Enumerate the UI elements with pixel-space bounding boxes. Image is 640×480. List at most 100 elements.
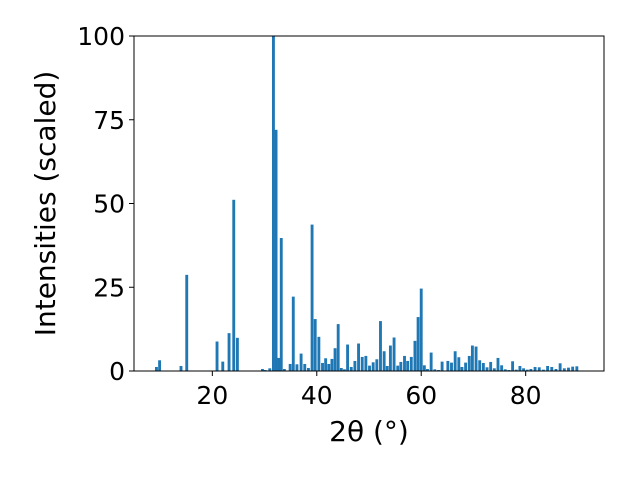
bar xyxy=(470,345,474,371)
bar xyxy=(277,357,281,371)
x-tick-label: 80 xyxy=(510,381,542,410)
bar xyxy=(537,367,541,371)
bar xyxy=(429,352,433,371)
bar xyxy=(460,366,464,371)
bars-group xyxy=(155,36,579,372)
bar xyxy=(422,365,426,371)
bar xyxy=(474,346,478,371)
bar xyxy=(215,341,219,371)
bar xyxy=(227,333,231,371)
bar xyxy=(371,362,375,371)
bar xyxy=(496,357,500,371)
bar xyxy=(336,324,340,371)
bar xyxy=(317,336,321,371)
x-axis: 20 40 60 80 xyxy=(196,371,542,410)
bar xyxy=(274,129,278,371)
bar xyxy=(446,360,450,371)
bar xyxy=(364,355,368,371)
bar xyxy=(467,355,471,371)
bar xyxy=(179,365,183,371)
bar xyxy=(368,365,371,371)
bar xyxy=(426,368,429,371)
bar xyxy=(464,362,468,372)
y-tick-label: 25 xyxy=(93,273,125,302)
bar xyxy=(279,238,283,371)
bar xyxy=(299,353,303,371)
bar xyxy=(321,362,324,371)
bar xyxy=(382,351,386,371)
y-axis: 0 25 50 75 100 xyxy=(77,22,134,386)
bar xyxy=(282,368,286,371)
bar xyxy=(349,366,353,371)
bar xyxy=(546,365,550,371)
bar xyxy=(324,358,328,371)
bar xyxy=(529,368,533,371)
bar xyxy=(235,337,239,371)
bar xyxy=(353,360,357,371)
bar xyxy=(396,365,400,371)
bar xyxy=(360,356,364,371)
bar xyxy=(232,199,236,371)
bar xyxy=(406,360,410,371)
bar xyxy=(522,368,526,371)
bar xyxy=(575,366,579,371)
bar xyxy=(158,360,162,371)
bar xyxy=(533,366,537,371)
y-tick-label: 0 xyxy=(109,357,125,386)
bar xyxy=(291,296,295,371)
bar xyxy=(357,343,360,371)
bar xyxy=(333,348,337,371)
x-tick-label: 40 xyxy=(301,381,333,410)
bar xyxy=(261,368,264,371)
bar xyxy=(343,369,346,371)
bar xyxy=(268,368,272,371)
bar xyxy=(413,340,417,371)
bar xyxy=(327,363,331,371)
bar xyxy=(313,319,317,371)
y-tick-label: 75 xyxy=(93,106,125,135)
x-tick-label: 20 xyxy=(196,381,228,410)
bar xyxy=(567,367,570,371)
bar xyxy=(339,367,343,371)
bar xyxy=(388,345,392,371)
bar xyxy=(409,356,413,371)
bar xyxy=(272,36,275,371)
bar xyxy=(503,369,507,371)
x-tick-label: 60 xyxy=(405,381,437,410)
bar xyxy=(492,368,496,371)
bar xyxy=(500,365,504,371)
bar xyxy=(185,274,189,371)
bar xyxy=(155,366,158,371)
bar xyxy=(419,288,423,371)
bar xyxy=(346,344,350,371)
bar xyxy=(511,361,515,371)
bar xyxy=(550,366,554,371)
bar xyxy=(489,361,493,371)
bar xyxy=(571,366,575,371)
bar xyxy=(450,362,453,372)
bar xyxy=(558,363,562,371)
bar xyxy=(485,367,489,371)
bar xyxy=(221,361,225,371)
bar xyxy=(330,358,334,371)
bar xyxy=(295,364,299,371)
bar xyxy=(433,369,437,371)
bar xyxy=(303,363,307,371)
bar xyxy=(375,359,379,371)
bar xyxy=(288,363,292,371)
bar xyxy=(416,317,420,371)
bar xyxy=(562,368,566,371)
bar xyxy=(379,321,382,371)
bar xyxy=(385,365,389,371)
bar xyxy=(481,362,485,371)
bar xyxy=(457,357,461,371)
plot-frame xyxy=(133,35,605,372)
bar xyxy=(478,360,482,371)
bar xyxy=(440,361,444,371)
bar xyxy=(525,369,529,371)
y-tick-label: 100 xyxy=(77,22,125,51)
bar xyxy=(399,361,403,371)
y-tick-label: 50 xyxy=(93,190,125,219)
bar xyxy=(403,355,406,371)
